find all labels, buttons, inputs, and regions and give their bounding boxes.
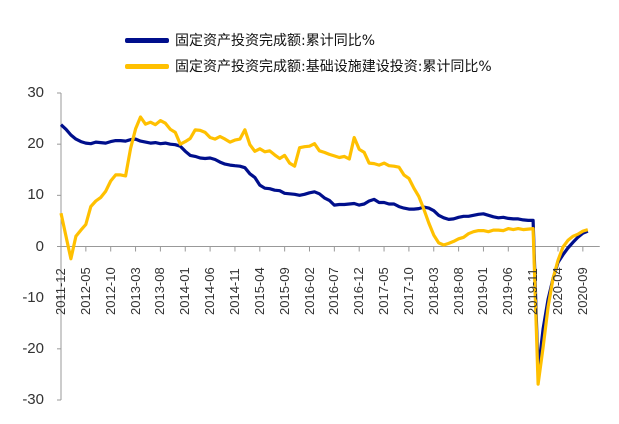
y-tick-label: 30 <box>27 84 44 101</box>
x-tick-label: 2018-08 <box>450 266 466 315</box>
y-tick-label: -30 <box>22 391 44 408</box>
x-tick-label: 2016-07 <box>326 266 342 315</box>
x-tick-label: 2012-10 <box>102 266 118 315</box>
y-tick-label: 20 <box>27 135 44 153</box>
legend-label: 固定资产投资完成额:基础设施建设投资:累计同比% <box>175 59 492 75</box>
x-tick-label: 2011-12 <box>53 267 68 315</box>
y-tick-label: 0 <box>35 237 44 255</box>
series-line-infrastructure <box>59 115 589 386</box>
x-tick-label: 2019-06 <box>500 266 516 315</box>
y-tick-label: -10 <box>22 288 44 306</box>
chart-lines <box>59 115 589 386</box>
x-tick-label: 2012-05 <box>77 266 93 315</box>
x-tick-label: 2017-10 <box>400 266 416 315</box>
x-tick-label: 2013-08 <box>152 266 168 315</box>
legend-swatch-yellow <box>125 63 169 69</box>
x-tick-label: 2014-01 <box>177 266 193 315</box>
series-line-fai <box>59 123 589 374</box>
chart-axes <box>57 92 600 401</box>
legend-swatch-blue <box>125 37 169 43</box>
x-tick-label: 2015-09 <box>276 266 292 315</box>
x-tick-label: 2019-11 <box>525 267 541 315</box>
x-tick-label: 2016-02 <box>301 266 317 315</box>
chart-legend: 固定资产投资完成额:累计同比% 固定资产投资完成额:基础设施建设投资:累计同比% <box>125 27 492 79</box>
y-tick-label: 10 <box>27 186 44 204</box>
x-tick-label: 2014-11 <box>226 267 242 315</box>
x-tick-label: 2018-03 <box>425 266 441 315</box>
x-tick-label: 2020-04 <box>550 266 565 315</box>
x-tick-label: 2017-05 <box>376 266 392 315</box>
legend-label: 固定资产投资完成额:累计同比% <box>175 33 376 49</box>
x-tick-label: 2016-12 <box>351 266 367 315</box>
x-tick-label: 2013-03 <box>127 266 143 315</box>
x-tick-label: 2014-06 <box>202 266 218 315</box>
y-tick-label: -20 <box>22 339 44 357</box>
legend-item-fai: 固定资产投资完成额:累计同比% <box>125 27 492 53</box>
legend-item-infra: 固定资产投资完成额:基础设施建设投资:累计同比% <box>125 53 492 79</box>
x-tick-label: 2020-09 <box>574 266 590 315</box>
x-tick-label: 2015-04 <box>251 266 267 315</box>
x-tick-label: 2019-01 <box>475 266 491 315</box>
